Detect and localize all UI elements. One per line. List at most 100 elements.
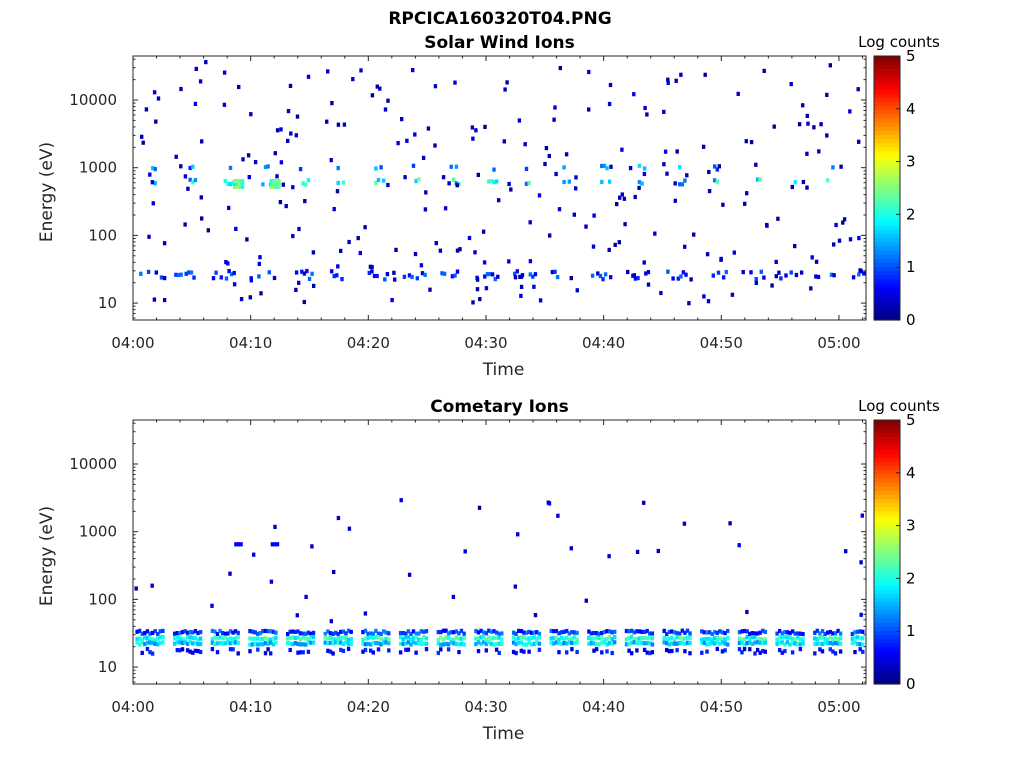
colorbar-swatch	[874, 221, 900, 226]
colorbar-swatch	[874, 287, 900, 292]
band-cell	[253, 641, 257, 646]
low-energy-cell	[851, 275, 856, 280]
low-energy-cell	[450, 274, 455, 279]
colorbar-swatch	[874, 564, 900, 570]
band-cell	[557, 631, 561, 636]
band-cell	[522, 642, 526, 647]
band-cell	[145, 646, 150, 652]
scatter-cell	[463, 549, 467, 554]
scatter-cell	[737, 543, 741, 548]
scatter-cell	[295, 114, 300, 119]
scatter-cell	[222, 70, 227, 75]
colorbar-swatch	[874, 270, 900, 276]
scatter-cell	[179, 164, 183, 169]
scatter-cell	[762, 68, 766, 73]
band-cell	[476, 640, 481, 645]
scatter-cell	[675, 149, 679, 154]
band-cell	[700, 637, 704, 642]
scatter-cell	[477, 505, 482, 510]
band-cell	[707, 630, 712, 635]
band-cell	[836, 628, 840, 633]
band-cell	[446, 635, 451, 640]
colorbar-tick-label: 5	[906, 47, 916, 65]
band-cell	[554, 635, 559, 640]
band-cell	[602, 637, 607, 642]
scatter-cell	[329, 158, 333, 163]
band-cell	[798, 642, 803, 647]
band-cell	[376, 641, 381, 646]
low-energy-cell	[483, 274, 487, 279]
mid-energy-cell	[715, 167, 719, 172]
mid-energy-cell	[188, 165, 192, 171]
band-cell	[256, 642, 260, 647]
colorbar-swatch	[874, 122, 900, 127]
band-cell	[210, 628, 215, 633]
band-cell	[592, 641, 596, 646]
low-energy-cell	[420, 271, 425, 276]
mid-energy-cell	[831, 165, 835, 170]
band-cell	[306, 649, 311, 654]
band-cell	[710, 637, 714, 642]
band-cell	[306, 640, 311, 645]
scatter-cell	[797, 122, 802, 127]
scatter-cell	[438, 248, 443, 253]
band-cell	[667, 649, 671, 654]
low-energy-cell	[633, 276, 638, 281]
scatter-cell	[273, 542, 277, 547]
mid-energy-cell	[637, 163, 642, 168]
scatter-cell	[310, 544, 314, 549]
band-cell	[570, 647, 574, 652]
colorbar-swatch	[874, 68, 900, 74]
band-cell	[707, 636, 712, 642]
band-cell	[798, 637, 803, 642]
band-cell	[457, 631, 461, 636]
band-cell	[156, 642, 160, 647]
scatter-cell	[304, 594, 308, 599]
band-cell	[670, 641, 674, 646]
mid-energy-cell	[191, 180, 195, 185]
band-cell	[527, 649, 531, 654]
scatter-cell	[151, 201, 155, 206]
scatter-cell	[200, 139, 204, 144]
band-cell	[511, 635, 516, 640]
colorbar-swatch	[874, 80, 900, 86]
band-cell	[740, 637, 744, 642]
low-energy-cell	[666, 269, 670, 274]
band-cell	[613, 634, 617, 640]
colorbar-label: Log counts	[858, 397, 940, 415]
band-cell	[640, 629, 644, 634]
band-cell	[161, 635, 165, 640]
scatter-cell	[269, 579, 274, 584]
y-axis-label: Energy (eV)	[37, 506, 57, 606]
y-tick-label: 100	[88, 226, 117, 244]
low-energy-cell	[533, 272, 538, 277]
scatter-cell	[617, 240, 621, 245]
band-cell	[339, 629, 343, 634]
band-cell	[323, 631, 327, 637]
low-energy-cell	[531, 274, 535, 279]
scatter-cell	[643, 105, 647, 111]
scatter-cell	[812, 125, 816, 130]
colorbar-tick-label: 0	[906, 311, 916, 329]
band-cell	[398, 630, 403, 636]
band-cell	[524, 636, 529, 641]
mid-energy-cell	[680, 182, 684, 187]
band-cell	[406, 647, 411, 652]
scatter-cell	[475, 287, 480, 292]
scatter-cell	[837, 238, 842, 243]
colorbar-label: Log counts	[858, 33, 940, 51]
band-cell	[836, 641, 840, 646]
band-cell	[718, 636, 722, 641]
peak-cell	[240, 184, 245, 189]
band-cell	[855, 635, 860, 640]
band-cell	[492, 642, 496, 647]
scatter-cell	[134, 586, 138, 591]
band-cell	[439, 647, 443, 652]
scatter-cell	[513, 275, 518, 280]
spectrogram-cells	[134, 498, 865, 656]
band-cell	[193, 640, 198, 645]
